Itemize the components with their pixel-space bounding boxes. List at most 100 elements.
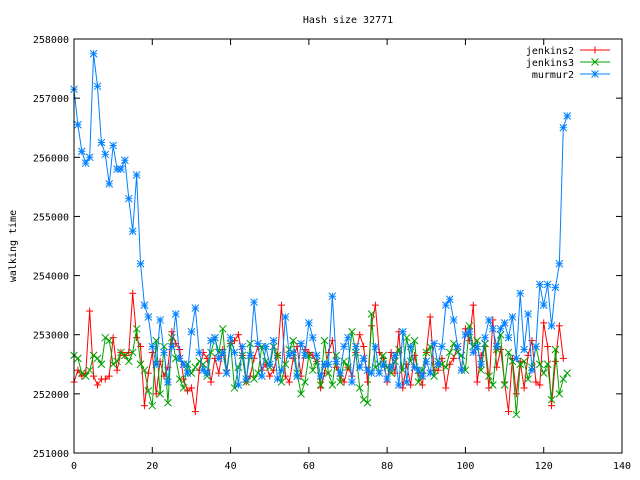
data-point (277, 301, 285, 309)
data-point (418, 381, 426, 389)
data-point (105, 180, 114, 188)
data-point (242, 375, 251, 383)
data-point (547, 395, 556, 404)
data-point (461, 325, 469, 333)
data-point (261, 342, 270, 351)
data-point (520, 357, 528, 366)
x-tick-label: 40 (225, 461, 237, 472)
data-point (250, 298, 258, 307)
x-tick-label: 80 (381, 461, 393, 472)
data-point (214, 354, 223, 363)
data-point (539, 301, 548, 309)
data-point (539, 369, 548, 378)
data-point (465, 321, 474, 330)
data-point (548, 402, 556, 410)
data-point (512, 390, 520, 398)
y-tick-label: 253000 (33, 331, 69, 342)
data-point (520, 384, 528, 392)
data-point (348, 327, 356, 336)
data-point (563, 369, 572, 378)
data-point (109, 334, 117, 342)
axis-layer: 0 20 40 60 80 100 120 140 251000 252000 253000 2540… (33, 35, 631, 472)
data-point (277, 378, 286, 386)
data-point (81, 372, 90, 380)
data-point (461, 330, 470, 339)
x-tick-label: 140 (613, 461, 631, 472)
data-point (238, 342, 247, 351)
data-point (371, 301, 379, 309)
data-point (383, 375, 391, 383)
data-point (367, 369, 376, 378)
data-point (297, 390, 305, 398)
data-point (324, 369, 333, 378)
data-point (171, 354, 180, 363)
data-point (410, 336, 419, 345)
data-point (168, 342, 176, 351)
plot-frame (73, 38, 623, 454)
data-point (422, 348, 431, 357)
data-point (305, 351, 313, 360)
data-point (121, 156, 129, 165)
y-tick-label: 256000 (33, 153, 69, 164)
data-point (74, 354, 82, 363)
data-point (250, 375, 258, 383)
data-point (379, 351, 388, 360)
data-point (485, 372, 493, 380)
data-point (516, 360, 525, 369)
data-point (211, 333, 219, 342)
data-point (512, 410, 521, 419)
data-point (508, 313, 517, 321)
data-point (351, 342, 360, 351)
data-point (136, 259, 145, 268)
y-tick-label: 257000 (33, 94, 69, 105)
data-point (481, 339, 489, 348)
data-point (316, 381, 325, 389)
data-point (74, 120, 82, 129)
data-point (199, 366, 208, 375)
x-tick-label: 100 (456, 461, 474, 472)
data-point (105, 372, 113, 380)
data-point (113, 357, 121, 366)
data-point (348, 378, 356, 386)
data-point (113, 366, 121, 374)
data-point (453, 342, 462, 351)
data-point (269, 342, 278, 351)
data-point (453, 348, 462, 357)
data-point (363, 398, 372, 407)
data-point (340, 342, 348, 351)
data-point (148, 342, 157, 351)
data-point (176, 346, 184, 353)
data-point (285, 378, 293, 386)
data-point (90, 372, 98, 380)
data-point (524, 310, 532, 318)
data-point (144, 369, 152, 377)
data-point (496, 330, 505, 339)
data-point (492, 342, 501, 351)
data-point (504, 333, 513, 342)
data-point (265, 360, 274, 369)
data-point (336, 378, 345, 386)
data-point (328, 292, 337, 301)
data-point (277, 366, 286, 375)
data-point (497, 346, 505, 353)
data-point (246, 351, 254, 360)
x-tick-label: 60 (303, 461, 315, 472)
data-point (551, 345, 560, 354)
data-point (297, 339, 305, 348)
data-point (238, 351, 247, 360)
data-point (164, 398, 172, 407)
data-point (532, 342, 540, 351)
legend-label: jenkins3 (526, 58, 574, 69)
data-point (375, 369, 384, 378)
data-point (336, 369, 345, 378)
data-point (281, 313, 290, 321)
data-point (273, 375, 282, 383)
data-point (187, 384, 195, 392)
data-point (516, 289, 525, 298)
data-point (528, 366, 536, 375)
data-point (187, 327, 196, 336)
data-point (101, 150, 110, 159)
data-point (312, 351, 321, 360)
data-point (324, 360, 333, 369)
